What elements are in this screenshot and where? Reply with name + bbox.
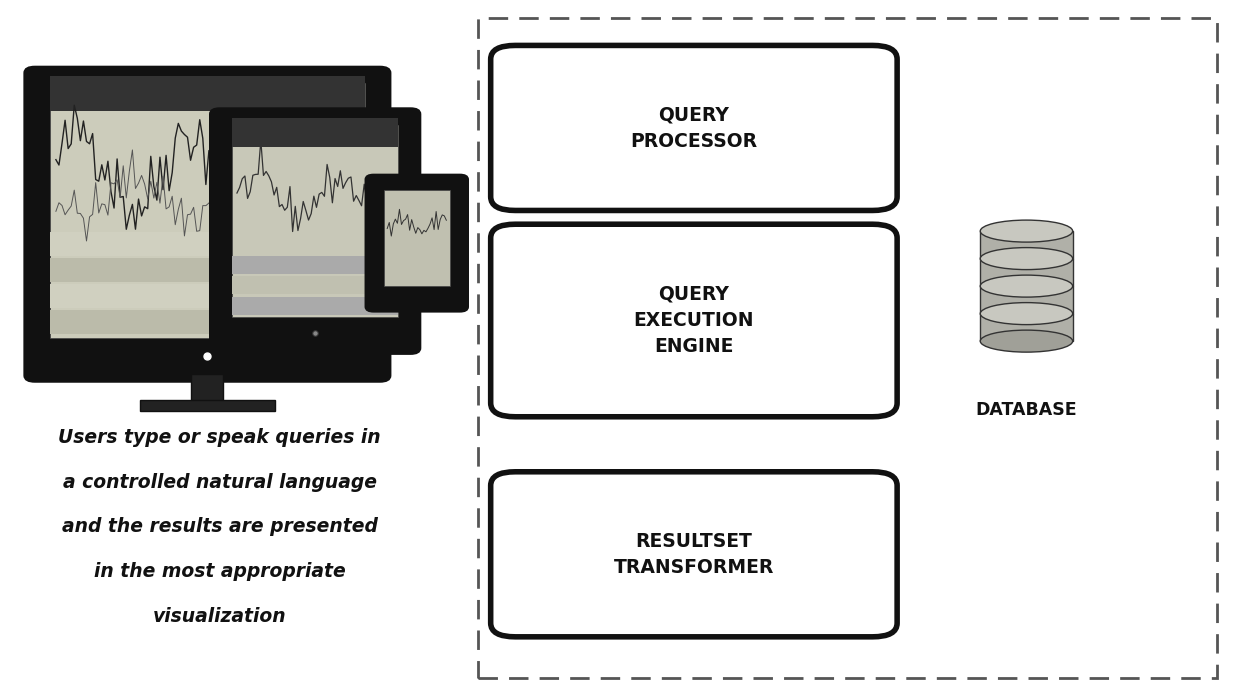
Bar [50, 84, 365, 338]
Bar [981, 259, 1073, 286]
FancyBboxPatch shape [491, 472, 897, 637]
Bar [232, 256, 398, 274]
Text: DATABASE: DATABASE [976, 401, 1078, 419]
Bar [191, 374, 223, 402]
FancyBboxPatch shape [25, 68, 389, 381]
Bar [981, 231, 1073, 259]
Bar [50, 77, 365, 111]
Bar [232, 297, 398, 315]
FancyBboxPatch shape [491, 45, 897, 210]
Ellipse shape [981, 248, 1073, 269]
FancyBboxPatch shape [366, 175, 467, 311]
Bar [232, 276, 398, 294]
Bar [981, 314, 1073, 341]
Text: RESULTSET
TRANSFORMER: RESULTSET TRANSFORMER [614, 532, 774, 577]
Text: in the most appropriate: in the most appropriate [94, 562, 346, 581]
Text: visualization: visualization [153, 607, 286, 626]
Ellipse shape [981, 330, 1073, 352]
Bar [50, 310, 365, 334]
Text: and the results are presented: and the results are presented [62, 517, 378, 537]
Text: QUERY
PROCESSOR: QUERY PROCESSOR [630, 105, 758, 151]
Text: a controlled natural language: a controlled natural language [63, 473, 377, 491]
FancyBboxPatch shape [211, 109, 419, 353]
Bar [50, 258, 365, 282]
Ellipse shape [981, 275, 1073, 297]
Bar [232, 125, 398, 317]
FancyBboxPatch shape [491, 224, 897, 417]
Bar [232, 118, 398, 147]
Bar [383, 190, 450, 286]
Bar [140, 400, 275, 411]
Ellipse shape [981, 220, 1073, 242]
Ellipse shape [981, 303, 1073, 324]
Bar [50, 284, 365, 308]
Text: Users type or speak queries in: Users type or speak queries in [58, 428, 381, 447]
Bar [981, 286, 1073, 314]
Text: QUERY
EXECUTION
ENGINE: QUERY EXECUTION ENGINE [634, 285, 754, 356]
Bar [50, 232, 365, 256]
